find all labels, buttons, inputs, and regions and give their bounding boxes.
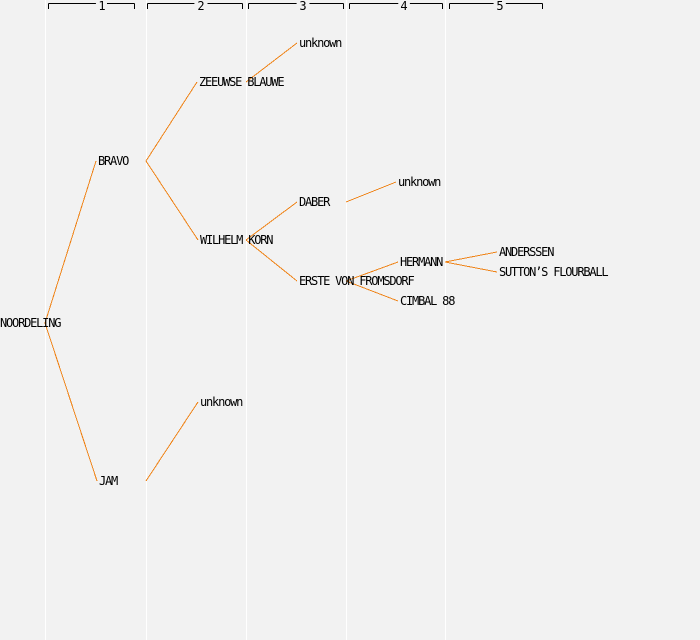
pedigree-edge-wilhelm-korn-daber [245, 201, 298, 241]
pedigree-node-label-suttons-flourball: SUTTON’S FLOURBALL [499, 265, 608, 279]
pedigree-node-label-bravo: BRAVO [98, 154, 129, 168]
pedigree-edge-erste-von-fromsdorf-hermann [345, 261, 399, 282]
pedigree-edge-bravo-wilhelm-korn [145, 160, 199, 241]
pedigree-node-label-cimbal-88: CIMBAL 88 [400, 294, 455, 308]
generation-bracket: 4 [349, 0, 443, 17]
pedigree-node-label-unknown-zb: unknown [299, 36, 342, 50]
pedigree-node-label-jam: JAM [99, 474, 118, 488]
pedigree-edge-zeeuwse-blauwe-unknown-zb [245, 42, 298, 83]
pedigree-node-label-noordeling: NOORDELING [0, 316, 61, 330]
generation-bracket: 3 [248, 0, 344, 17]
pedigree-node-label-wilhelm-korn: WILHELM KORN [200, 233, 273, 247]
pedigree-edge-erste-von-fromsdorf-cimbal-88 [345, 280, 399, 302]
pedigree-edge-hermann-anderssen [444, 251, 498, 263]
pedigree-edges-layer [44, 42, 498, 482]
pedigree-edge-bravo-zeeuwse-blauwe [145, 81, 198, 162]
generation-number: 2 [197, 0, 204, 13]
pedigree-node-label-erste-von-fromsdorf: ERSTE VON FROMSDORF [299, 274, 414, 288]
generation-bracket: 1 [48, 0, 135, 17]
pedigree-node-label-unknown-jam: unknown [200, 395, 243, 409]
generation-axis: 1 2 3 4 5 [48, 0, 543, 17]
pedigree-node-label-hermann: HERMANN [400, 255, 443, 269]
generation-bracket: 5 [449, 0, 543, 17]
generation-number: 3 [299, 0, 306, 13]
pedigree-node-label-daber: DABER [299, 195, 331, 209]
generation-number: 4 [400, 0, 407, 13]
pedigree-nodes-layer: NOORDELING BRAVO JAM ZEEUWSE BLAUWE WILHELM … [0, 36, 610, 488]
pedigree-node-label-anderssen: ANDERSSEN [499, 245, 554, 259]
pedigree-edge-hermann-suttons-flourball [444, 261, 498, 273]
pedigree-node-label-unknown-daber: unknown [398, 175, 441, 189]
pedigree-edge-noordeling-bravo [44, 160, 97, 324]
pedigree-edge-wilhelm-korn-erste-von-fromsdorf [245, 239, 298, 282]
pedigree-node-label-zeeuwse-blauwe: ZEEUWSE BLAUWE [199, 75, 284, 89]
pedigree-edge-jam-unknown-jam [145, 401, 199, 482]
pedigree-edge-noordeling-jam [44, 322, 98, 482]
pedigree-edge-daber-unknown-daber [345, 181, 397, 203]
gridlines-layer [45, 0, 446, 640]
generation-number: 1 [98, 0, 105, 13]
generation-number: 5 [496, 0, 503, 13]
generation-bracket: 2 [147, 0, 243, 17]
